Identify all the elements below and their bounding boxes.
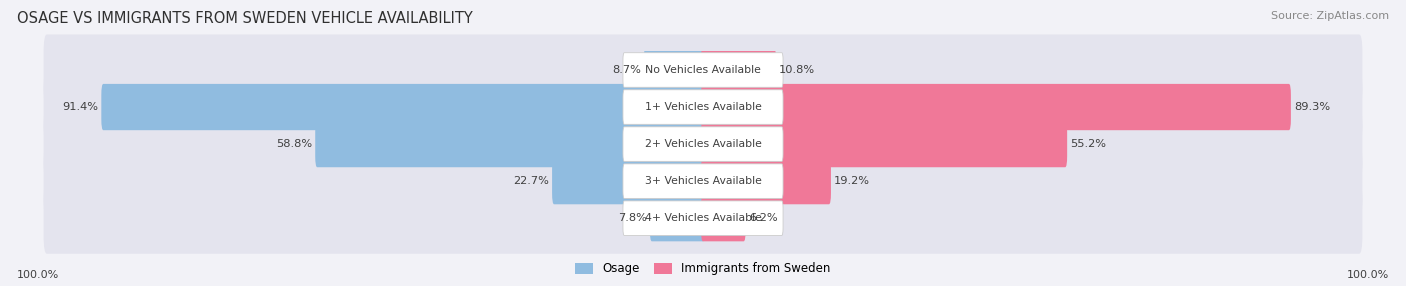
Text: 2+ Vehicles Available: 2+ Vehicles Available [644, 139, 762, 149]
Text: No Vehicles Available: No Vehicles Available [645, 65, 761, 75]
Text: 10.8%: 10.8% [779, 65, 815, 75]
FancyBboxPatch shape [44, 108, 1362, 180]
FancyBboxPatch shape [553, 158, 704, 204]
FancyBboxPatch shape [101, 84, 704, 130]
FancyBboxPatch shape [623, 90, 783, 124]
Text: 55.2%: 55.2% [1070, 139, 1107, 149]
Text: 91.4%: 91.4% [62, 102, 98, 112]
Text: 1+ Vehicles Available: 1+ Vehicles Available [644, 102, 762, 112]
Text: 19.2%: 19.2% [834, 176, 870, 186]
Text: OSAGE VS IMMIGRANTS FROM SWEDEN VEHICLE AVAILABILITY: OSAGE VS IMMIGRANTS FROM SWEDEN VEHICLE … [17, 11, 472, 26]
FancyBboxPatch shape [623, 201, 783, 235]
Text: 58.8%: 58.8% [276, 139, 312, 149]
FancyBboxPatch shape [44, 34, 1362, 106]
FancyBboxPatch shape [623, 127, 783, 161]
Text: 100.0%: 100.0% [1347, 270, 1389, 280]
Text: 7.8%: 7.8% [617, 213, 647, 223]
Text: 22.7%: 22.7% [513, 176, 548, 186]
Legend: Osage, Immigrants from Sweden: Osage, Immigrants from Sweden [571, 258, 835, 280]
Text: 3+ Vehicles Available: 3+ Vehicles Available [644, 176, 762, 186]
Text: Source: ZipAtlas.com: Source: ZipAtlas.com [1271, 11, 1389, 21]
Text: 6.2%: 6.2% [749, 213, 778, 223]
Text: 4+ Vehicles Available: 4+ Vehicles Available [644, 213, 762, 223]
FancyBboxPatch shape [650, 195, 704, 241]
FancyBboxPatch shape [315, 121, 704, 167]
FancyBboxPatch shape [44, 183, 1362, 254]
FancyBboxPatch shape [644, 47, 704, 93]
Text: 8.7%: 8.7% [612, 65, 641, 75]
Text: 100.0%: 100.0% [17, 270, 59, 280]
FancyBboxPatch shape [702, 195, 745, 241]
Text: 89.3%: 89.3% [1294, 102, 1330, 112]
FancyBboxPatch shape [702, 121, 1067, 167]
FancyBboxPatch shape [702, 47, 776, 93]
FancyBboxPatch shape [623, 53, 783, 87]
FancyBboxPatch shape [702, 84, 1291, 130]
FancyBboxPatch shape [623, 164, 783, 198]
FancyBboxPatch shape [702, 158, 831, 204]
FancyBboxPatch shape [44, 146, 1362, 217]
FancyBboxPatch shape [44, 72, 1362, 143]
